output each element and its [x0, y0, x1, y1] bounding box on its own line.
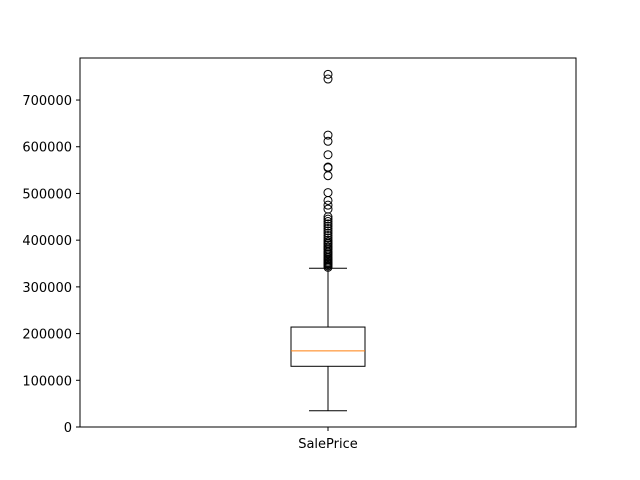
- y-tick-label: 100000: [22, 374, 72, 389]
- outlier-point: [323, 136, 333, 146]
- outlier-point: [323, 130, 333, 140]
- outlier-point: [323, 150, 333, 160]
- x-axis: SalePrice: [298, 427, 358, 452]
- outlier-point: [323, 69, 333, 79]
- outlier-point: [323, 223, 333, 233]
- y-tick-label: 200000: [22, 328, 72, 343]
- y-tick-label: 600000: [22, 141, 72, 156]
- outlier-point: [323, 230, 333, 240]
- outlier-point: [323, 200, 333, 210]
- y-tick-label: 300000: [22, 281, 72, 296]
- y-tick-label: 400000: [22, 234, 72, 249]
- x-tick-label: SalePrice: [298, 437, 358, 452]
- outlier-point: [323, 188, 333, 198]
- outlier-point: [323, 221, 333, 231]
- outliers: [323, 69, 333, 272]
- y-axis: 0 100000 200000 300000 400000 500000 600000 700…: [22, 94, 80, 436]
- iqr-box: [290, 326, 366, 367]
- y-tick-label: 0: [64, 421, 72, 436]
- y-tick-label: 500000: [22, 187, 72, 202]
- outlier-point: [323, 235, 333, 245]
- y-tick-label: 700000: [22, 94, 72, 109]
- outlier-point: [323, 228, 333, 238]
- outlier-point: [323, 74, 333, 84]
- outlier-point: [323, 204, 333, 214]
- outlier-point: [323, 216, 333, 226]
- outlier-point: [323, 219, 333, 229]
- outlier-point: [323, 162, 333, 172]
- outlier-point: [323, 233, 333, 243]
- outlier-point: [323, 226, 333, 236]
- outlier-point: [323, 214, 333, 224]
